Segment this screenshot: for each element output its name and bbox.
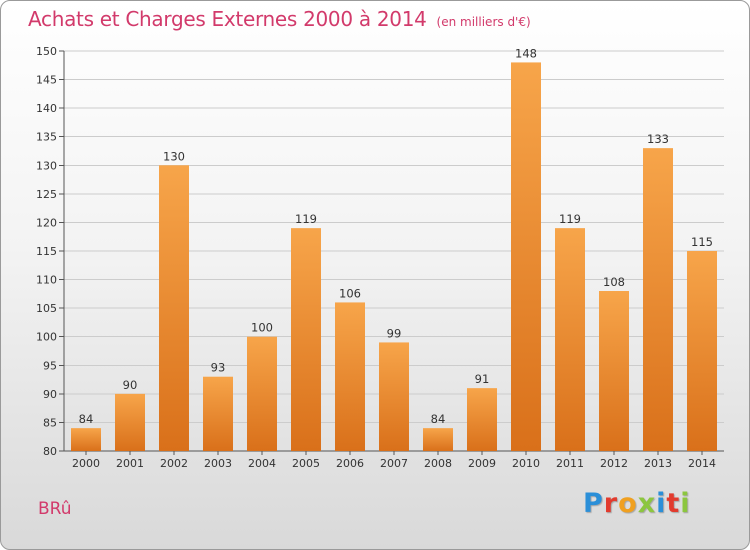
data-label: 119 [559,212,581,226]
data-label: 148 [515,46,537,60]
chart-title: Achats et Charges Externes 2000 à 2014 (e… [28,7,531,31]
x-tick-label: 2011 [556,457,584,470]
y-tick-label: 95 [43,359,57,372]
data-label: 84 [431,412,446,426]
commune-name: BRû [38,499,72,519]
x-tick-label: 2002 [160,457,188,470]
data-label: 133 [647,132,669,146]
data-labels: 84 90 130 93 100 119 106 99 84 91 148 119 108 133 115 [79,46,713,426]
x-tick-label: 2014 [688,457,716,470]
data-label: 130 [163,149,185,163]
y-tick-label: 105 [36,302,57,315]
y-tick-label: 125 [36,188,57,201]
y-tick-label: 130 [36,159,57,172]
logo-letter: x [637,488,657,519]
bar [687,251,717,451]
data-label: 91 [475,372,490,386]
y-tick-label: 90 [43,388,57,401]
bar [423,428,453,451]
data-label: 106 [339,286,361,300]
y-tick-label: 140 [36,102,57,115]
bars [71,62,717,452]
y-tick-labels: 80 85 90 95 100 105 110 115 120 125 130 135 140 145 15… [36,45,64,458]
data-label: 100 [251,321,273,335]
data-label: 84 [79,412,94,426]
bar [467,388,497,451]
data-label: 99 [387,326,402,340]
x-tick-label: 2010 [512,457,540,470]
x-tick-labels: 2000 2001 2002 2003 2004 2005 2006 2007 2008 2009… [72,451,716,470]
bar [247,336,277,451]
bar [203,376,233,451]
bar [335,302,365,451]
bar [511,62,541,452]
y-tick-label: 85 [43,416,57,429]
bar [71,428,101,451]
y-tick-label: 145 [36,74,57,87]
chart-title-unit: (en milliers d'€) [436,15,531,29]
data-label: 119 [295,212,317,226]
data-label: 108 [603,275,625,289]
logo-letter: o [618,488,638,519]
logo-letter: r [603,488,619,519]
x-tick-label: 2007 [380,457,408,470]
y-tick-label: 110 [36,274,57,287]
y-tick-label: 80 [43,445,57,458]
logo-letter: i [656,488,667,519]
logo-letter: P [583,488,604,519]
y-tick-label: 115 [36,245,57,258]
x-tick-label: 2006 [336,457,364,470]
logo-letter: i [680,488,691,519]
x-tick-label: 2013 [644,457,672,470]
y-tick-label: 135 [36,131,57,144]
x-tick-label: 2003 [204,457,232,470]
data-label: 115 [691,235,713,249]
x-tick-label: 2012 [600,457,628,470]
y-tick-label: 150 [36,45,57,58]
x-tick-label: 2004 [248,457,276,470]
bar [291,228,321,451]
bar [379,342,409,451]
x-tick-label: 2005 [292,457,320,470]
bar [555,228,585,451]
y-tick-label: 100 [36,331,57,344]
x-tick-label: 2009 [468,457,496,470]
bar [115,393,145,451]
data-label: 93 [211,361,226,375]
bar [599,291,629,451]
bar [159,165,189,452]
proxiti-logo[interactable]: Proxiti [583,488,691,519]
data-label: 90 [123,378,138,392]
chart-title-main: Achats et Charges Externes 2000 à 2014 [28,7,427,31]
logo-letter: t [666,488,681,519]
x-tick-label: 2000 [72,457,100,470]
bar [643,148,673,451]
x-tick-label: 2008 [424,457,452,470]
y-tick-label: 120 [36,216,57,229]
x-tick-label: 2001 [116,457,144,470]
